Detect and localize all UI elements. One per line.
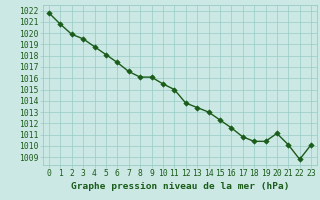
X-axis label: Graphe pression niveau de la mer (hPa): Graphe pression niveau de la mer (hPa)	[71, 182, 289, 191]
